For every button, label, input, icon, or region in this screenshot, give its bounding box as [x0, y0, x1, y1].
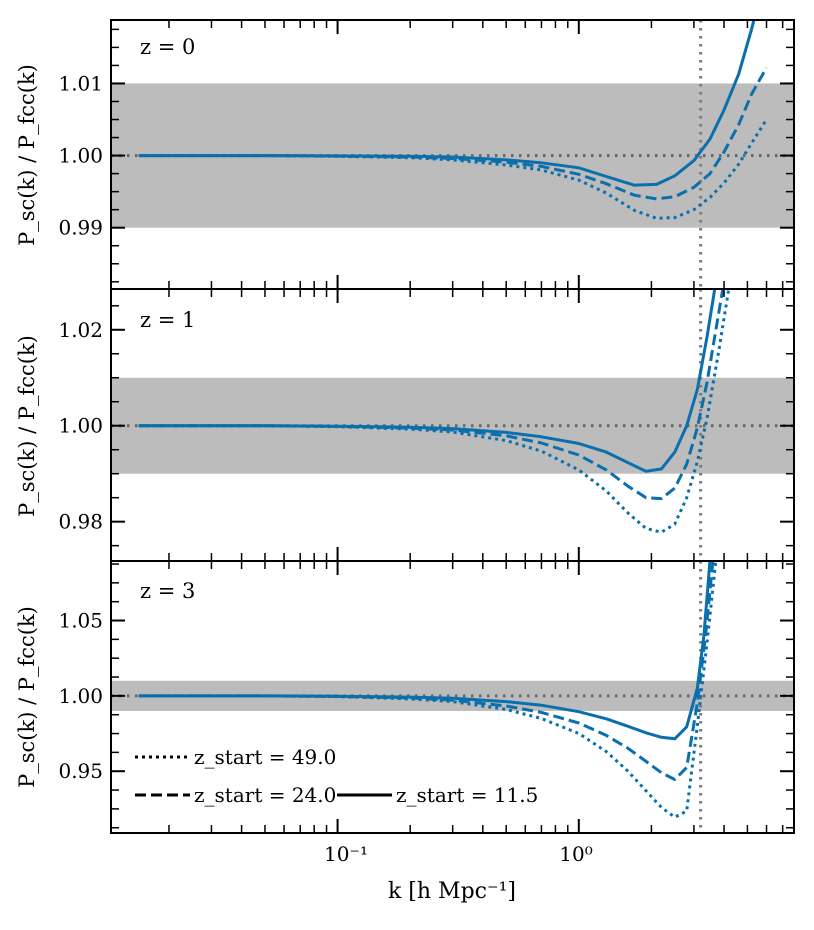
y-axis-label: P_sc(k) / P_fcc(k)	[15, 606, 39, 788]
panel-z1: 0.98 1.00 1.02 z = 1 P_sc(k) / P_fcc(k)	[15, 288, 795, 562]
y-tick-label: 0.99	[58, 216, 103, 240]
y-tick-label: 1.00	[58, 684, 103, 708]
series-line-solid	[138, 561, 712, 741]
x-axis-label: k [h Mpc⁻¹]	[388, 879, 516, 904]
x-axis: 10⁻¹ 10⁰ k [h Mpc⁻¹]	[324, 842, 593, 904]
series-line-dotted	[138, 289, 731, 534]
legend-label: z_start = 24.0	[194, 783, 336, 807]
redshift-label: z = 0	[140, 35, 195, 59]
y-tick-label: 1.00	[58, 414, 103, 438]
y-tick-label: 1.05	[58, 609, 103, 633]
panel-z3: 0.95 1.00 1.05 z = 3 P_sc(k) / P_fcc(k) z_…	[15, 560, 795, 834]
y-tick-label: 1.00	[58, 144, 103, 168]
y-tick-label: 1.02	[58, 318, 103, 342]
x-tick-label: 10⁰	[559, 842, 592, 866]
series-line-dotted	[138, 118, 768, 220]
y-axis-label: P_sc(k) / P_fcc(k)	[15, 64, 39, 246]
legend-label: z_start = 49.0	[194, 745, 336, 769]
y-tick-label: 0.98	[58, 510, 103, 534]
redshift-label: z = 3	[140, 579, 195, 603]
axes-frame	[110, 560, 795, 834]
y-axis-label: P_sc(k) / P_fcc(k)	[15, 335, 39, 517]
series-line-dotted	[138, 561, 718, 819]
y-tick-label: 0.95	[58, 759, 103, 783]
legend-label: z_start = 11.5	[396, 783, 538, 807]
legend: z_start = 49.0 z_start = 24.0 z_start = …	[135, 745, 538, 807]
redshift-label: z = 1	[140, 308, 195, 332]
x-tick-label: 10⁻¹	[324, 842, 368, 866]
panel-z0: 0.99 1.00 1.01 z = 0 P_sc(k) / P_fcc(k)	[15, 19, 795, 290]
y-tick-label: 1.01	[58, 71, 103, 95]
